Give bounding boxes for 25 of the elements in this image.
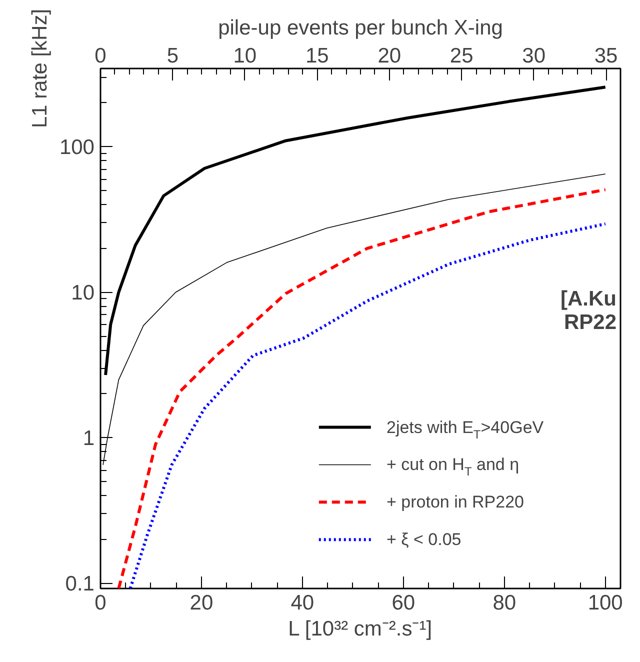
annotation: [A.Ku — [560, 287, 617, 310]
legend-label: + ξ < 0.05 — [386, 530, 462, 550]
x2-tick-label: 25 — [450, 44, 474, 68]
legend-label: + proton in RP220 — [386, 492, 524, 512]
x-tick-label: 40 — [290, 592, 314, 614]
x2-tick-label: 15 — [305, 44, 329, 68]
x-tick-label: 60 — [392, 592, 416, 614]
y-tick-label: 100 — [59, 136, 95, 160]
annotation: RP22 — [564, 310, 616, 334]
y-tick-label: 0.1 — [65, 572, 95, 596]
x-tick-label: 100 — [588, 592, 623, 614]
y-tick-label: 10 — [71, 282, 94, 305]
x-tick-label: 20 — [190, 592, 214, 614]
x2-tick-label: 35 — [594, 44, 618, 68]
x2-axis-title: pile-up events per bunch X-ing — [218, 16, 503, 40]
x2-tick-label: 20 — [378, 44, 402, 68]
x-tick-label: 0 — [94, 592, 106, 614]
x2-tick-label: 10 — [233, 44, 257, 68]
x-tick-label: 80 — [492, 592, 516, 614]
x2-tick-label: 30 — [522, 44, 546, 68]
y-axis-title: L1 rate [kHz] — [28, 8, 52, 128]
x2-tick-label: 0 — [94, 44, 106, 68]
x2-tick-label: 5 — [166, 44, 179, 68]
y-tick-label: 1 — [82, 427, 95, 450]
x-axis-title: L [10³² cm⁻².s⁻¹] — [288, 618, 432, 640]
